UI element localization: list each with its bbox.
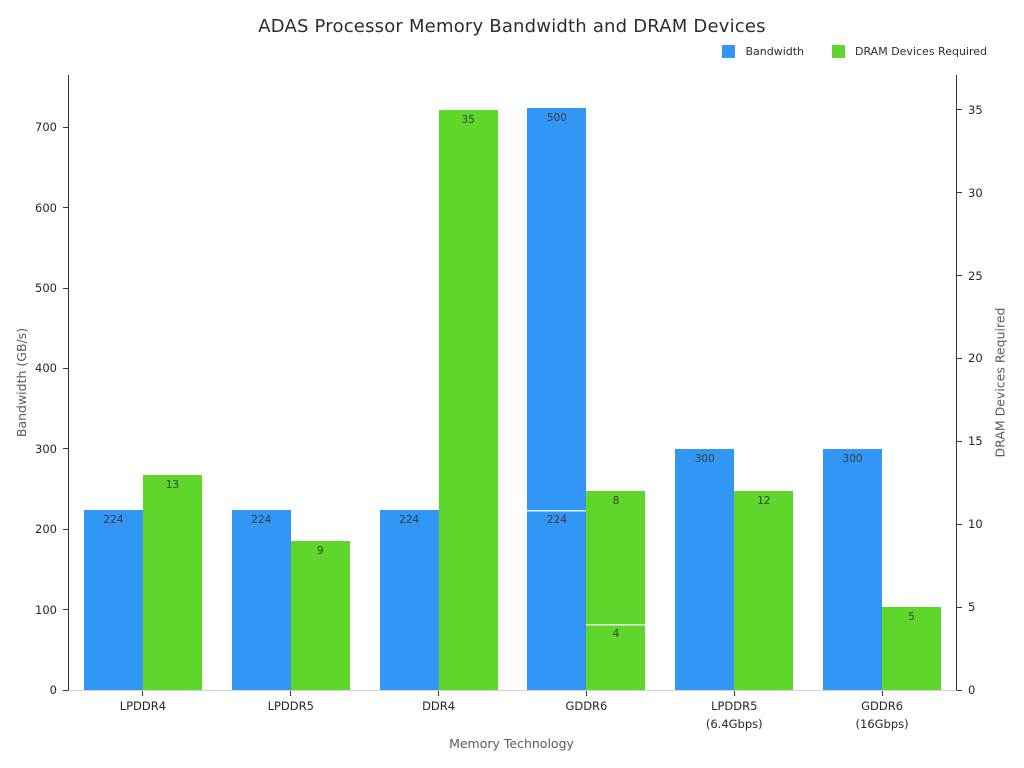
right-tick-mark [957,275,962,277]
bar-dram-devices-required-gddr6-segment-2: 8 [586,491,646,624]
left-axis-title: Bandwidth (GB/s) [2,75,42,690]
left-tick-mark [63,126,68,128]
left-tick-label-300: 300 [35,441,57,456]
bar-bandwidth-ddr4: 224 [379,509,439,690]
left-tick-label-600: 600 [35,200,57,215]
legend-label-dram-devices: DRAM Devices Required [855,45,987,58]
x-axis-title: Memory Technology [449,736,574,751]
bar-dram-devices-required-gddr6-16gbps: 5 [882,607,942,690]
x-tick-label-lpddr5: LPDDR5 [267,699,314,713]
right-tick-label-20: 20 [968,351,983,366]
x-tick-mark-gddr6 [585,691,587,696]
bar-value-label: 5 [908,611,915,624]
bar-value-label: 300 [842,452,863,465]
legend: Bandwidth DRAM Devices Required [722,45,987,58]
x-tick-mark-lpddr5 [290,691,292,696]
bar-value-label: 224 [251,513,272,526]
bar-bandwidth-gddr6-segment-1: 224 [527,509,587,690]
left-tick-label-400: 400 [35,361,57,376]
right-tick-label-15: 15 [968,434,983,449]
bar-dram-devices-required-lpddr5-6-4gbps: 12 [734,491,794,690]
legend-label-bandwidth: Bandwidth [745,45,805,58]
x-tick-label-gddr6: GDDR6 [565,699,608,713]
left-tick-mark [63,448,68,450]
bar-value-label: 500 [546,111,567,124]
left-tick-label-700: 700 [35,120,57,135]
legend-swatch-bandwidth-icon [722,45,736,58]
right-tick-label-0: 0 [968,683,976,697]
left-tick-label-200: 200 [35,522,57,537]
left-tick-mark [63,609,68,611]
bar-dram-devices-required-ddr4: 35 [438,109,498,690]
bar-value-label: 224 [103,513,124,526]
bar-bandwidth-gddr6-16gbps: 300 [823,448,883,690]
x-tick-mark-lpddr4 [142,691,144,696]
left-tick-mark [63,528,68,530]
bar-value-label: 35 [461,113,475,126]
bar-value-label: 12 [757,495,771,508]
right-tick-mark [957,109,962,111]
bar-bandwidth-lpddr5-6-4gbps: 300 [675,448,735,690]
bar-bandwidth-gddr6-segment-2: 500 [527,107,587,510]
x-tick-mark-ddr4 [438,691,440,696]
right-tick-mark [957,606,962,608]
bar-dram-devices-required-gddr6-segment-1: 4 [586,623,646,690]
bar-value-label: 8 [612,495,620,508]
chart-title: ADAS Processor Memory Bandwidth and DRAM… [258,16,766,37]
bar-bandwidth-lpddr4: 224 [83,509,143,690]
left-tick-mark [63,367,68,369]
bar-bandwidth-lpddr5: 224 [231,509,291,690]
x-tick-mark-gddr6-16gbps [881,691,883,696]
bar-value-label: 224 [399,513,420,526]
bar-value-label: 4 [612,627,620,640]
right-tick-label-5: 5 [968,600,976,615]
right-tick-mark [957,192,962,194]
left-tick-label-500: 500 [35,281,57,296]
x-tick-label-lpddr5-6-4gbps: LPDDR5 (6.4Gbps) [705,699,763,732]
bar-value-label: 9 [316,544,324,557]
bar-dram-devices-required-lpddr4: 13 [142,474,202,690]
x-tick-label-ddr4: DDR4 [422,699,456,713]
right-tick-label-35: 35 [968,102,983,117]
legend-item-dram-devices: DRAM Devices Required [832,45,987,58]
left-tick-label-0: 0 [49,683,57,697]
right-axis-title: DRAM Devices Required [980,75,1020,690]
bar-value-label: 300 [694,452,715,465]
plot-area: 0 100 200 300 400 500 600 700 0 5 10 15 20 25 30 35 LPDD… [35,75,983,731]
right-tick-mark [957,523,962,525]
legend-item-bandwidth: Bandwidth [722,45,804,58]
legend-swatch-dram-devices-icon [832,45,846,58]
left-tick-label-100: 100 [35,602,57,617]
x-tick-label-gddr6-16gbps: GDDR6 (16Gbps) [855,699,909,732]
right-tick-mark [957,689,962,691]
bar-value-label: 224 [546,513,567,526]
x-tick-label-lpddr4: LPDDR4 [119,699,167,713]
bar-value-label: 13 [165,478,180,491]
right-tick-label-25: 25 [968,268,983,283]
right-tick-label-30: 30 [968,185,983,200]
bar-dram-devices-required-lpddr5: 9 [290,540,350,690]
x-tick-mark-lpddr5-6-4gbps [733,691,735,696]
right-tick-label-10: 10 [968,517,983,532]
left-tick-mark [63,207,68,209]
right-tick-mark [957,357,962,359]
left-axis-title-text: Bandwidth (GB/s) [14,327,30,438]
right-tick-mark [957,440,962,442]
left-tick-mark [63,689,68,691]
left-tick-mark [63,287,68,289]
